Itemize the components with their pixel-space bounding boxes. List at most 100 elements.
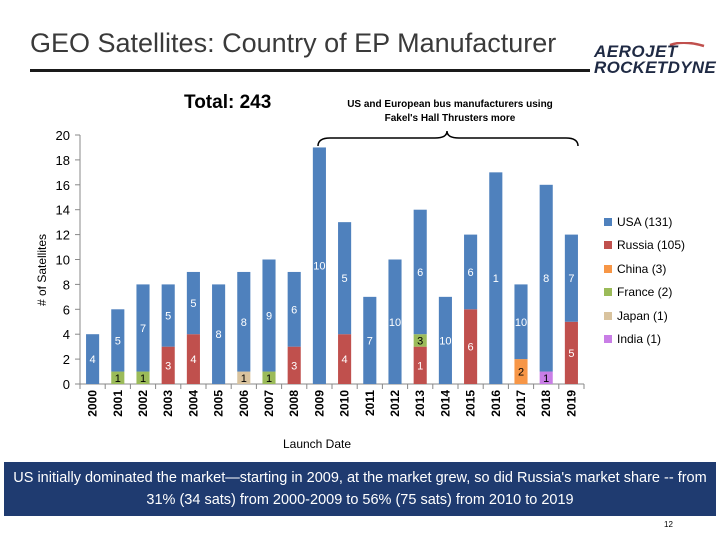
y-tick-label: 16 (56, 178, 70, 193)
bar-segment (539, 371, 553, 384)
y-tick-label: 8 (63, 277, 70, 292)
bar-segment (212, 284, 226, 384)
bar-data-label: 6 (468, 342, 474, 354)
bar-data-label: 3 (417, 335, 423, 347)
bar-data-label: 1 (266, 373, 272, 385)
total-label: Total: 243 (184, 92, 272, 113)
bar-segment (338, 334, 352, 384)
bar-data-label: 6 (468, 267, 474, 279)
bar-data-label: 1 (241, 373, 247, 385)
bar-data-label: 9 (266, 311, 272, 323)
bar-segment (438, 296, 452, 384)
bar-data-label: 5 (115, 335, 121, 347)
bar-segment (111, 309, 125, 372)
x-tick-label: 2007 (262, 390, 276, 417)
bar-segment (287, 346, 301, 384)
x-tick-label: 2011 (363, 390, 377, 416)
bar-segment (363, 296, 377, 384)
y-axis-label: # of Satellites (35, 234, 49, 306)
x-tick-label: 2005 (212, 390, 226, 417)
legend-label: France (2) (617, 285, 673, 300)
bar-segment (262, 259, 276, 372)
bar-data-label: 1 (543, 373, 549, 385)
y-tick-label: 4 (63, 327, 70, 342)
bar-data-label: 1 (140, 373, 146, 385)
x-tick-label: 2009 (312, 390, 326, 417)
legend-swatch (604, 241, 612, 250)
legend-label: USA (131) (617, 214, 673, 229)
legend-item: Russia (105) (604, 234, 685, 258)
bar-data-label: 7 (140, 323, 146, 335)
x-tick-label: 2008 (287, 390, 301, 417)
logo-line-1: AEROJET (594, 42, 678, 61)
bar-data-label: 5 (165, 311, 171, 323)
bar-data-label: 1 (115, 373, 121, 385)
x-tick-label: 2013 (413, 390, 427, 417)
bar-segment (111, 371, 125, 384)
bar-segment (287, 271, 301, 347)
bar-segment (237, 271, 251, 372)
x-tick-label: 2018 (539, 390, 553, 417)
bar-segment (413, 334, 427, 347)
bar-data-label: 8 (543, 273, 549, 285)
x-tick-label: 2001 (111, 390, 125, 417)
x-tick-label: 2012 (388, 390, 402, 417)
x-axis-label: Launch Date (283, 437, 351, 451)
legend-item: India (1) (604, 328, 685, 352)
x-tick-label: 2003 (161, 390, 175, 417)
bar-data-label: 10 (389, 317, 401, 329)
bar-data-label: 4 (90, 354, 96, 366)
page-number: 12 (664, 520, 673, 529)
legend-label: China (3) (617, 261, 667, 276)
x-tick-label: 2014 (438, 390, 452, 417)
bar-segment (186, 334, 200, 384)
x-tick-label: 2002 (136, 390, 150, 417)
bar-data-label: 10 (439, 335, 451, 347)
y-tick-label: 6 (63, 302, 70, 317)
bar-segment (312, 147, 326, 384)
bar-segment (413, 346, 427, 384)
annotation-note: US and European bus manufacturers using … (347, 99, 553, 124)
bar-data-label: 4 (342, 354, 348, 366)
y-tick-label: 0 (63, 377, 70, 392)
bar-segment (564, 234, 578, 322)
bar-data-label: 8 (216, 329, 222, 341)
y-tick-label: 2 (63, 352, 70, 367)
bar-data-label: 5 (190, 298, 196, 310)
y-tick-label: 10 (56, 253, 70, 268)
aerojet-rocketdyne-logo: AEROJET ROCKETDYNE (592, 42, 716, 78)
chart-legend: USA (131) Russia (105) China (3) France (2)… (604, 210, 685, 351)
summary-banner: US initially dominated the market—starti… (4, 462, 716, 516)
legend-item: France (2) (604, 281, 685, 305)
y-tick-label: 12 (56, 228, 70, 243)
title-rule (30, 69, 590, 72)
logo-swoosh-icon (669, 42, 705, 48)
bar-data-label: 3 (165, 360, 171, 372)
bar-segment (262, 371, 276, 384)
legend-swatch (604, 217, 612, 226)
legend-item: USA (131) (604, 210, 685, 234)
bar-data-label: 2 (518, 367, 524, 379)
slide-title: GEO Satellites: Country of EP Manufactur… (30, 28, 557, 58)
legend-label: Japan (1) (617, 308, 668, 323)
bar-data-label: 5 (342, 273, 348, 285)
bar-data-label: 10 (515, 317, 527, 329)
bar-segment (514, 284, 528, 360)
bar-segment (161, 346, 175, 384)
bar-segment (186, 271, 200, 335)
x-tick-label: 2019 (564, 390, 578, 417)
bar-segment (136, 371, 150, 384)
legend-swatch (604, 311, 612, 320)
y-tick-label: 18 (56, 153, 70, 168)
logo-line-2: ROCKETDYNE (594, 58, 717, 77)
bar-segment (136, 284, 150, 372)
bar-segment (464, 234, 478, 310)
bar-data-label: 5 (568, 348, 574, 360)
legend-item: China (3) (604, 257, 685, 281)
bar-segment (388, 259, 402, 384)
x-tick-label: 2004 (186, 390, 200, 417)
bar-segment (237, 371, 251, 384)
bar-data-label: 10 (313, 261, 325, 273)
annotation-brace (317, 130, 579, 147)
